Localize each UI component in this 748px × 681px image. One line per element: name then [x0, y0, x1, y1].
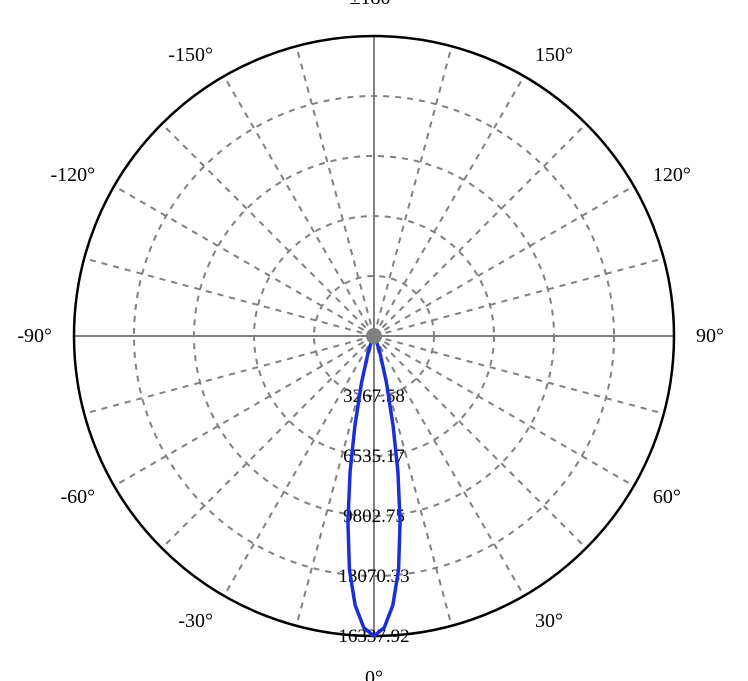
angle-label: ±180° [350, 0, 399, 9]
angle-label: 0° [365, 667, 383, 681]
angle-label: -30° [178, 610, 213, 632]
angle-label: -90° [17, 325, 52, 347]
angle-label: -60° [60, 486, 95, 508]
polar-chart-container: 0° 30° 60° 90° 120° 150° ±180° -150° -120° -90° -6… [0, 0, 748, 681]
angle-label: 60° [653, 486, 681, 508]
radial-tick-label: 3267.58 [343, 386, 405, 407]
angle-label: 90° [696, 325, 724, 347]
angle-label: -150° [168, 44, 213, 66]
angle-label: 30° [535, 610, 563, 632]
angle-label: -120° [50, 164, 95, 186]
polar-chart: 0° 30° 60° 90° 120° 150° ±180° -150° -120° -90° -6… [0, 0, 748, 681]
angle-label: 120° [653, 164, 691, 186]
angle-label: 150° [535, 44, 573, 66]
center-dot [366, 328, 382, 344]
radial-tick-label: 9802.75 [343, 506, 405, 527]
